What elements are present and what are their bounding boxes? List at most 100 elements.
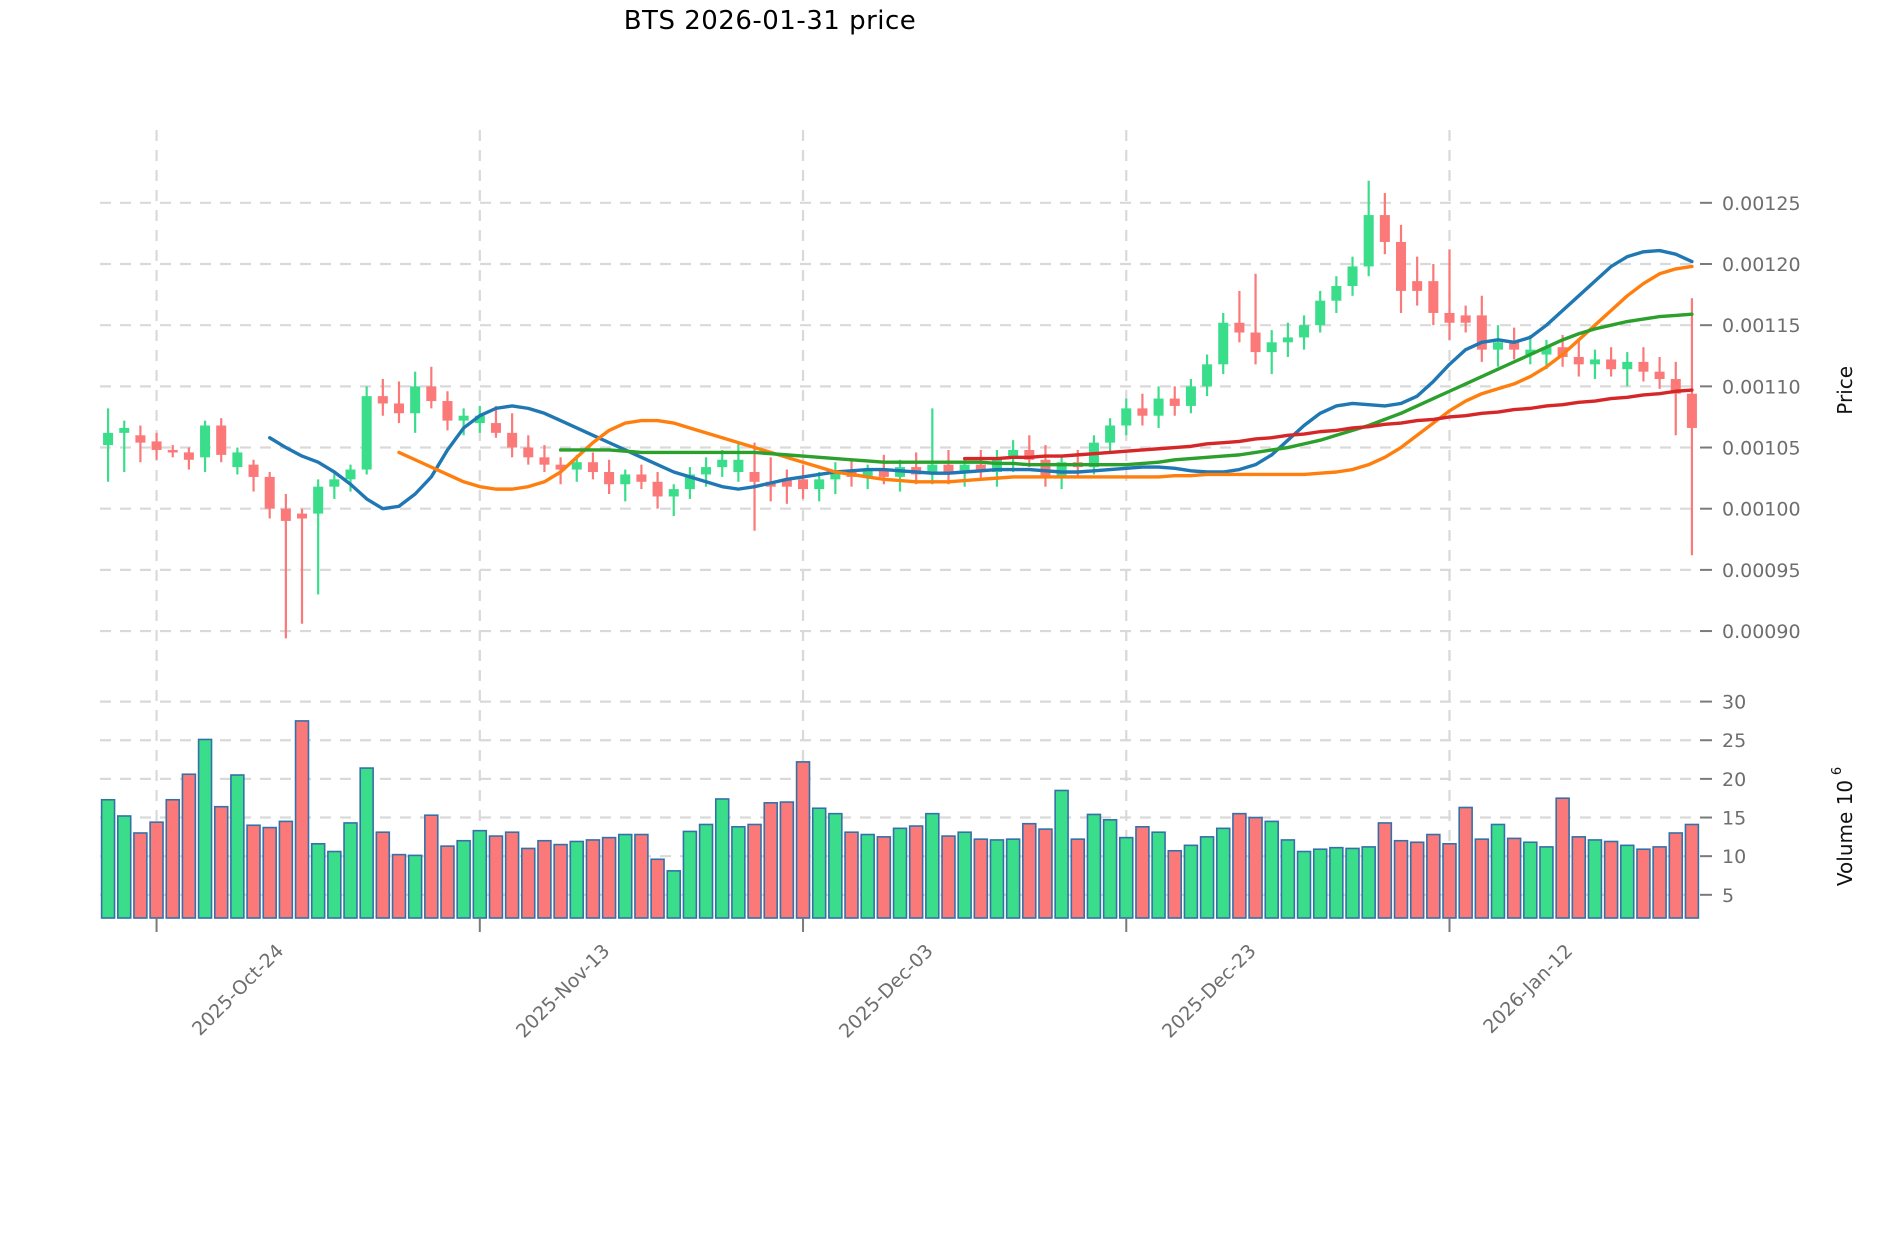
volume-bar — [828, 812, 843, 919]
candlestick — [1396, 224, 1407, 313]
volume-axis-title: Volume 10 6 — [1830, 767, 1857, 886]
volume-bar — [892, 827, 908, 919]
candlestick — [1234, 290, 1245, 343]
volume-bar — [569, 840, 585, 919]
candlestick — [1428, 264, 1439, 326]
volume-bar — [795, 761, 811, 919]
volume-bar — [1167, 849, 1183, 919]
candlestick — [1379, 193, 1390, 255]
volume-bar — [1377, 822, 1393, 919]
candlestick — [345, 464, 356, 492]
candlestick — [232, 447, 243, 475]
candlestick — [1202, 354, 1213, 397]
candlestick — [119, 420, 130, 472]
volume-bar — [472, 829, 488, 919]
candlestick — [1331, 276, 1342, 313]
candlestick — [1606, 347, 1617, 377]
candlestick — [442, 391, 453, 431]
candlestick — [1250, 273, 1261, 365]
candlestick — [798, 464, 809, 499]
volume-bar — [714, 798, 730, 919]
volume-bar — [1458, 806, 1473, 919]
volume-bar — [1506, 837, 1522, 919]
volume-bar — [213, 805, 229, 919]
volume-bar — [165, 798, 180, 919]
volume-bar — [1426, 833, 1441, 919]
volume-tick-label: 20 — [1722, 769, 1746, 791]
volume-bar — [682, 830, 698, 919]
volume-bar — [1183, 844, 1199, 919]
x-axis-tick-label: 2025-Oct-24 — [187, 940, 288, 1041]
volume-bar — [537, 839, 552, 919]
volume-bar — [1070, 838, 1086, 919]
candlestick — [151, 432, 162, 460]
svg-text:6: 6 — [1830, 767, 1845, 775]
price-tick-label: 0.00105 — [1722, 438, 1801, 460]
candlestick — [636, 464, 647, 490]
volume-bar — [989, 839, 1005, 919]
candlestick — [587, 452, 598, 480]
volume-bar — [1474, 838, 1490, 919]
ma-line-ma_blue — [268, 248, 1694, 511]
volume-bar — [1603, 840, 1619, 919]
volume-bar — [811, 807, 827, 919]
candlestick — [1638, 347, 1649, 382]
volume-bar — [1005, 838, 1021, 919]
volume-bar — [941, 835, 956, 919]
volume-bar — [278, 820, 294, 919]
volume-bar — [925, 812, 940, 919]
volume-bar — [116, 815, 132, 919]
volume-bar — [1280, 839, 1296, 919]
candlestick — [1266, 330, 1277, 375]
price-tick-label: 0.00115 — [1722, 315, 1801, 337]
candlestick — [1024, 435, 1035, 468]
volume-bar — [860, 833, 875, 919]
price-tick-label: 0.00100 — [1722, 499, 1801, 521]
volume-bar — [1555, 797, 1570, 919]
volume-bar — [1345, 847, 1360, 919]
volume-bar — [1022, 822, 1037, 919]
candlestick — [297, 508, 308, 624]
volume-bar — [407, 854, 423, 919]
x-axis-tick-label: 2025-Dec-23 — [1158, 940, 1261, 1043]
ma-line-ma_red — [962, 388, 1694, 461]
volume-tick-label: 30 — [1722, 692, 1746, 714]
volume-bar — [779, 801, 795, 919]
volume-bar — [1587, 839, 1603, 919]
volume-bar — [1652, 846, 1667, 919]
candlestick — [1460, 305, 1471, 333]
volume-bar — [391, 853, 407, 919]
candlestick — [329, 472, 340, 499]
volume-bar — [1442, 843, 1457, 919]
candlestick-series — [103, 180, 1697, 639]
candlestick — [264, 472, 275, 519]
candlestick — [1670, 361, 1681, 436]
candlestick — [183, 447, 194, 470]
candlestick — [216, 418, 227, 463]
candlestick — [280, 494, 291, 639]
volume-bar — [230, 774, 245, 919]
volume-bar — [456, 839, 471, 919]
volume-bar — [1620, 844, 1635, 919]
volume-bar — [327, 850, 342, 919]
candlestick — [830, 462, 841, 495]
candlestick — [765, 457, 776, 502]
volume-bar — [1086, 813, 1102, 919]
candlestick — [733, 442, 744, 482]
candlestick — [814, 472, 825, 502]
candlestick — [1573, 339, 1584, 377]
ma-line-ma_orange — [397, 264, 1694, 491]
candlestick — [1654, 356, 1665, 389]
volume-tick-label: 5 — [1722, 885, 1734, 907]
volume-bar — [359, 767, 374, 919]
candlestick — [1492, 325, 1503, 367]
candlestick — [103, 408, 114, 482]
volume-bar — [1215, 827, 1231, 919]
volume-bar — [908, 825, 924, 919]
candlestick — [684, 467, 695, 499]
volume-bar — [763, 802, 778, 919]
volume-bar — [1232, 812, 1247, 919]
volume-bar — [1636, 848, 1651, 919]
volume-bar — [1054, 789, 1069, 919]
volume-bar — [1135, 826, 1150, 919]
